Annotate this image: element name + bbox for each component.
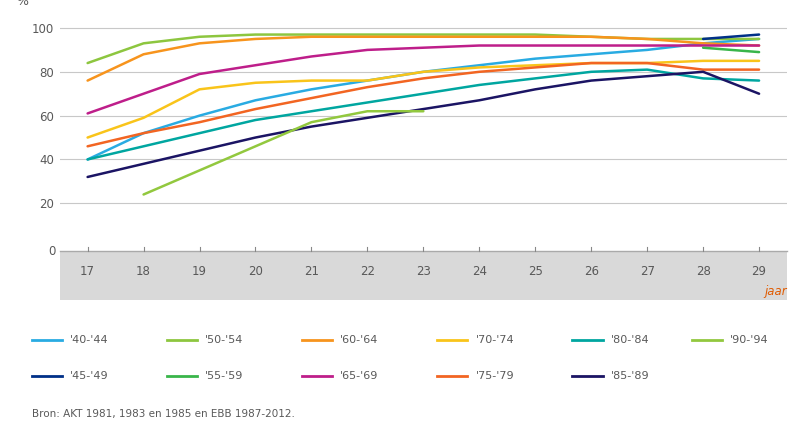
Text: 21: 21 bbox=[304, 265, 319, 279]
Text: '60-'64: '60-'64 bbox=[340, 335, 378, 345]
Text: '45-'49: '45-'49 bbox=[70, 371, 109, 381]
Text: 17: 17 bbox=[80, 265, 95, 279]
Text: '50-'54: '50-'54 bbox=[205, 335, 243, 345]
Text: 19: 19 bbox=[192, 265, 207, 279]
Text: 29: 29 bbox=[751, 265, 766, 279]
Text: '65-'69: '65-'69 bbox=[340, 371, 378, 381]
Text: 23: 23 bbox=[416, 265, 431, 279]
Text: 28: 28 bbox=[696, 265, 711, 279]
Text: 25: 25 bbox=[528, 265, 543, 279]
Text: 18: 18 bbox=[136, 265, 151, 279]
Text: '90-'94: '90-'94 bbox=[730, 335, 769, 345]
Text: Bron: AKT 1981, 1983 en 1985 en EBB 1987-2012.: Bron: AKT 1981, 1983 en 1985 en EBB 1987… bbox=[32, 409, 295, 419]
Text: 20: 20 bbox=[248, 265, 263, 279]
Text: '85-'89: '85-'89 bbox=[611, 371, 650, 381]
Text: 0: 0 bbox=[48, 245, 56, 258]
Text: 27: 27 bbox=[640, 265, 654, 279]
Text: 22: 22 bbox=[360, 265, 375, 279]
Text: %: % bbox=[16, 0, 28, 8]
Text: '80-'84: '80-'84 bbox=[611, 335, 650, 345]
Text: jaar: jaar bbox=[765, 285, 787, 298]
Text: '40-'44: '40-'44 bbox=[70, 335, 109, 345]
Text: '55-'59: '55-'59 bbox=[205, 371, 243, 381]
Text: '75-'79: '75-'79 bbox=[475, 371, 514, 381]
Text: 26: 26 bbox=[584, 265, 599, 279]
Text: '70-'74: '70-'74 bbox=[475, 335, 514, 345]
Text: 24: 24 bbox=[471, 265, 487, 279]
